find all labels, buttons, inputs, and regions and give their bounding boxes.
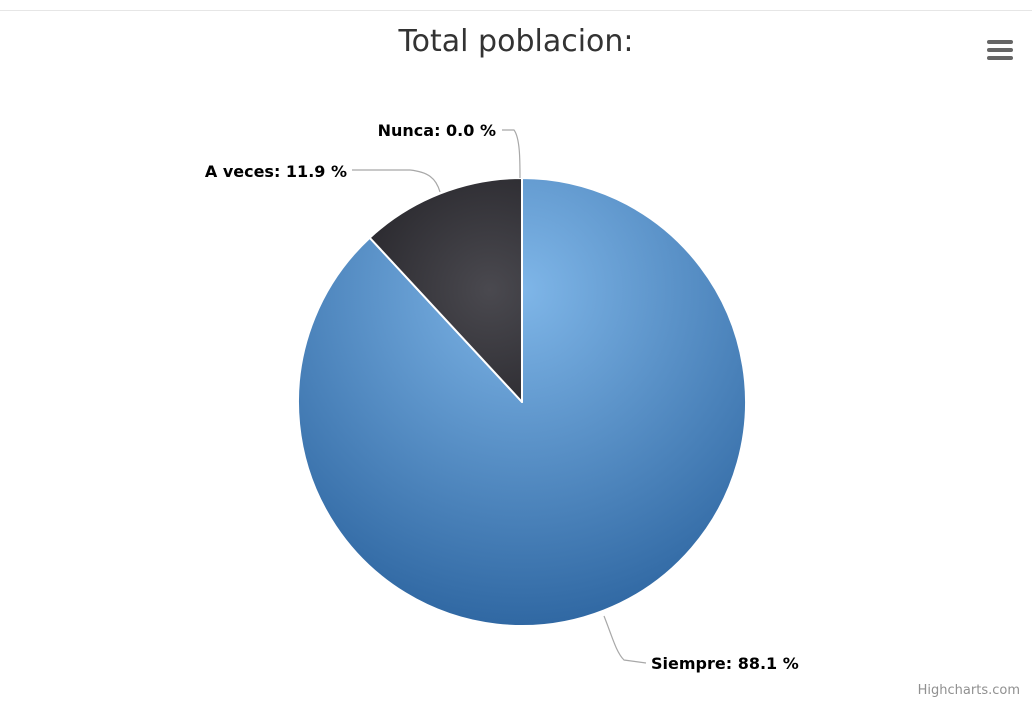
- hamburger-menu-icon: [987, 40, 1013, 44]
- credits-link[interactable]: Highcharts.com: [917, 683, 1020, 698]
- connector-a-veces: [352, 169, 441, 193]
- hamburger-menu-icon-bar: [987, 56, 1013, 60]
- chart-title: Total poblacion:: [398, 24, 634, 59]
- connector-nunca: [502, 129, 521, 179]
- top-divider: [0, 10, 1032, 11]
- data-label-siempre: Siempre: 88.1 %: [651, 654, 799, 673]
- data-label-nunca: Nunca: 0.0 %: [378, 121, 496, 140]
- pie-slice-a-veces[interactable]: [368, 177, 523, 403]
- data-label-a-veces: A veces: 11.9 %: [205, 162, 347, 181]
- export-menu-button[interactable]: [982, 34, 1018, 66]
- hamburger-menu-icon-bar: [987, 48, 1013, 52]
- connector-siempre: [603, 615, 647, 664]
- pie-slices: [297, 177, 747, 627]
- pie-label-connectors: [352, 129, 647, 664]
- pie-data-labels: Siempre: 88.1 % A veces: 11.9 % Nunca: 0…: [205, 121, 799, 673]
